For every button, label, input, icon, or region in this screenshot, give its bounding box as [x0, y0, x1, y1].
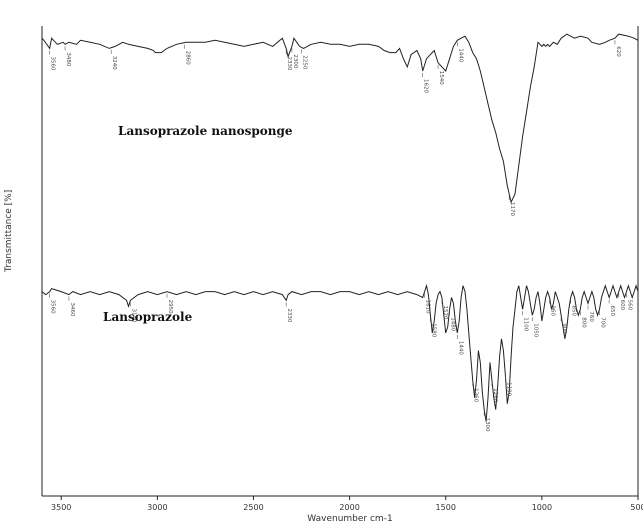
peak-label: 1050	[532, 323, 538, 337]
peak-label: 3560	[50, 300, 56, 314]
series-label-nanosponge: Lansoprazole nanosponge	[118, 124, 293, 138]
peak-label: 1620	[423, 79, 429, 93]
peak-label: 900	[561, 323, 567, 334]
x-tick-label: 3500	[51, 503, 71, 512]
x-tick-label: 1000	[532, 503, 552, 512]
peak-label: 3460	[69, 303, 75, 317]
peak-label: 3140	[130, 308, 136, 322]
x-tick-label: 2500	[243, 503, 263, 512]
peak-label: 760	[588, 311, 594, 322]
peak-label: 850	[571, 306, 577, 317]
y-axis-title: Transmittance [%]	[4, 189, 14, 272]
peak-label: 1440	[457, 48, 463, 62]
peak-label: 2330	[286, 308, 292, 322]
peak-label: 1360	[473, 388, 479, 402]
peak-label: 620	[615, 46, 621, 57]
peak-label: 3480	[65, 52, 71, 66]
peak-label: 560	[626, 300, 632, 311]
peak-label: 1100	[523, 317, 529, 331]
peak-label: 1580	[430, 323, 436, 337]
axes: 3500 3000 2500 2000 1500 1000 500	[41, 26, 643, 512]
peak-label: 2860	[184, 51, 190, 65]
peak-label: 2250	[302, 55, 308, 69]
peak-label: 600	[619, 300, 625, 311]
x-axis-title: Wavenumber cm-1	[307, 514, 393, 524]
peak-label: 1540	[438, 71, 444, 85]
peak-label: 1480	[450, 317, 456, 331]
series-label-lansoprazole: Lansoprazole	[103, 310, 193, 324]
peak-label: 1300	[484, 418, 490, 432]
peak-label: 650	[609, 306, 615, 317]
peak-label: 2300	[292, 54, 298, 68]
series-lansoprazole-line	[41, 283, 639, 422]
peak-label: 1610	[425, 300, 431, 314]
x-tick-label: 1500	[436, 503, 456, 512]
peak-label: 1260	[492, 388, 498, 402]
peak-label: 1440	[457, 341, 463, 355]
peak-label: 3240	[111, 56, 117, 70]
series-nanosponge-line	[41, 33, 639, 204]
peak-label: 2330	[286, 56, 292, 70]
peak-label: 960	[550, 306, 556, 317]
peak-label: 1170	[509, 202, 515, 216]
x-tick-label: 2000	[339, 503, 359, 512]
spectra	[41, 33, 639, 422]
peak-label: 3560	[50, 56, 56, 70]
peak-label: 2950	[167, 300, 173, 314]
x-tick-label: 3000	[147, 503, 167, 512]
peak-label: 1520	[442, 306, 448, 320]
peak-label: 800	[580, 317, 586, 328]
peak-label: 700	[600, 317, 606, 328]
peak-annotations: 3560 3480 3240 2860 2330 2300 2250162015401440…	[49, 40, 632, 432]
peak-label: 1190	[505, 382, 511, 396]
x-tick-label: 500	[630, 503, 643, 512]
